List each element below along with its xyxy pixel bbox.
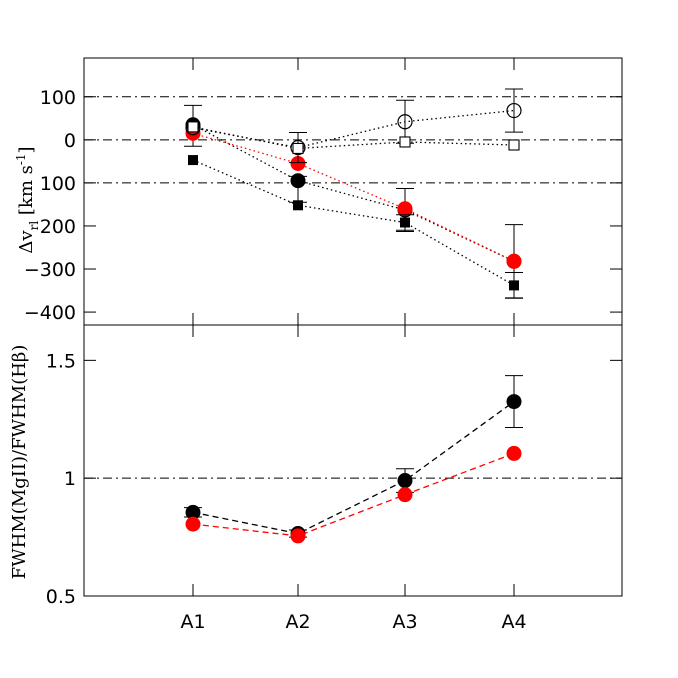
data-point — [188, 155, 198, 166]
y-tick-label: −300 — [24, 259, 76, 281]
bottom-series — [184, 375, 523, 544]
y-tick-label: 100 — [40, 173, 76, 195]
data-point — [506, 102, 522, 119]
y-tick-label: 1.5 — [46, 350, 76, 372]
series-line — [192, 401, 515, 535]
data-point — [397, 473, 413, 489]
y-tick-label: 0 — [64, 130, 76, 152]
series-line — [192, 124, 515, 262]
x-tick-label-a3: A3 — [392, 611, 417, 633]
top-y-axis-label: Δvrl [km s-1] — [14, 146, 41, 253]
x-tick-label-a4: A4 — [501, 611, 526, 633]
data-point — [508, 139, 520, 151]
data-point — [290, 173, 306, 189]
x-tick-label-a1: A1 — [180, 611, 205, 633]
top-y-ticks: 100 0 100 200 −300 −400 — [24, 87, 622, 324]
data-point — [509, 280, 519, 291]
data-point — [506, 394, 522, 410]
data-point — [292, 142, 304, 154]
data-point — [290, 156, 306, 172]
data-point — [397, 114, 413, 130]
y-tick-label: 1 — [64, 468, 76, 490]
y-tick-label: −400 — [24, 302, 76, 324]
top-x-ticks — [192, 58, 515, 325]
bottom-panel: 0.5 1 1.5 FWHM(MgII)/FWHM(Hβ) — [9, 324, 623, 608]
x-tick-labels: A1 A2 A3 A4 — [180, 611, 526, 633]
series-1 — [185, 445, 522, 544]
top-reference-lines — [84, 96, 622, 184]
data-point — [506, 253, 522, 269]
data-point — [185, 516, 201, 532]
data-point — [290, 528, 306, 544]
x-tick-label-a2: A2 — [285, 611, 310, 633]
series-4 — [187, 121, 520, 154]
data-point — [506, 445, 522, 461]
bottom-panel-frame — [83, 324, 623, 597]
top-series — [184, 88, 523, 299]
y-tick-label: 100 — [40, 87, 76, 109]
top-panel: 100 0 100 200 −300 −400 Δvrl [km s-1] — [14, 57, 623, 326]
data-point — [397, 487, 413, 503]
data-point — [185, 120, 201, 136]
series-line — [192, 452, 515, 537]
data-point — [293, 200, 303, 211]
bottom-x-ticks — [192, 325, 515, 596]
data-point — [397, 201, 413, 217]
data-point — [399, 136, 411, 148]
data-point — [400, 217, 410, 228]
y-tick-label: 200 — [40, 216, 76, 238]
series-2 — [188, 155, 523, 299]
y-tick-label: 0.5 — [46, 586, 76, 608]
data-point — [185, 504, 201, 520]
bottom-y-ticks: 0.5 1 1.5 — [46, 350, 622, 608]
bottom-y-axis-label: FWHM(MgII)/FWHM(Hβ) — [9, 345, 30, 580]
data-point — [187, 121, 199, 133]
series-line — [192, 132, 515, 262]
